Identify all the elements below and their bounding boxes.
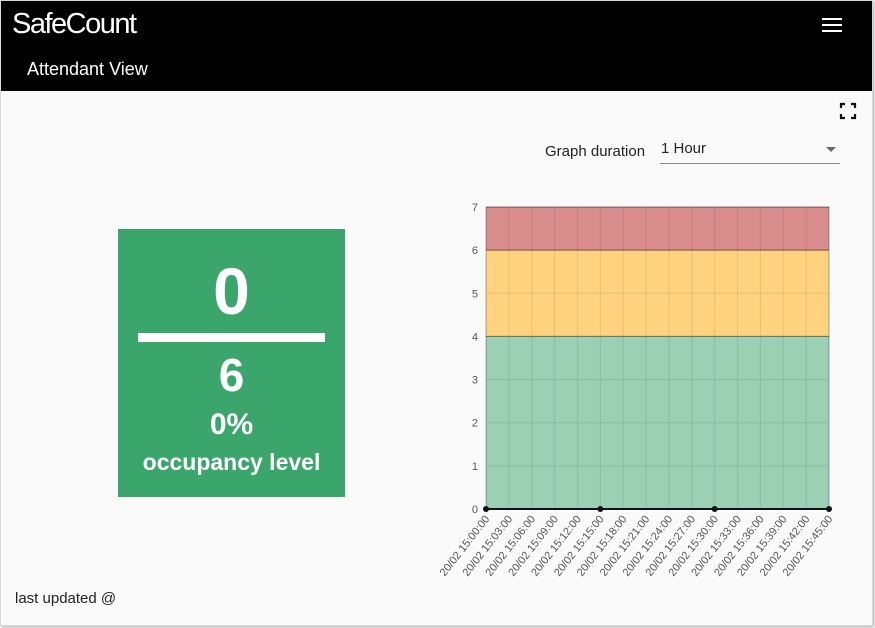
threshold-band-2 — [486, 207, 829, 251]
view-title: Attendant View — [27, 59, 148, 79]
y-tick-label-1: 1 — [472, 461, 478, 473]
threshold-band-0 — [486, 336, 829, 509]
occupancy-card: 0 6 0% occupancy level — [118, 229, 345, 497]
data-point-3 — [826, 506, 832, 512]
y-tick-label-5: 5 — [472, 288, 478, 300]
y-tick-label-4: 4 — [472, 331, 478, 343]
data-point-2 — [711, 506, 718, 512]
hamburger-menu-icon[interactable] — [822, 15, 844, 35]
logo-text-safe: Safe — [12, 8, 67, 40]
y-tick-label-0: 0 — [472, 504, 478, 516]
data-point-1 — [597, 506, 604, 512]
y-tick-label-6: 6 — [472, 245, 478, 257]
y-tick-label-2: 2 — [472, 418, 478, 430]
logo-text-count: Count — [65, 8, 137, 40]
fullscreen-icon[interactable] — [839, 102, 857, 120]
chevron-down-icon — [826, 147, 836, 152]
y-tick-label-3: 3 — [472, 375, 478, 387]
current-occupancy: 0 — [213, 254, 250, 328]
top-bar: SafeCount Attendant View — [1, 1, 872, 91]
last-updated-text: last updated @ — [15, 590, 117, 607]
occupancy-divider — [138, 333, 325, 342]
data-point-0 — [483, 506, 489, 512]
occupancy-label: occupancy level — [142, 449, 321, 475]
threshold-band-1 — [486, 250, 829, 337]
graph-duration-value: 1 Hour — [661, 140, 707, 157]
graph-duration-label: Graph duration — [545, 143, 646, 160]
y-tick-label-7: 7 — [472, 202, 478, 214]
safecount-logo: SafeCount — [12, 6, 137, 42]
max-occupancy: 6 — [218, 349, 245, 401]
graph-duration-select[interactable]: 1 Hour — [660, 135, 840, 164]
occupancy-percent: 0% — [209, 408, 254, 441]
